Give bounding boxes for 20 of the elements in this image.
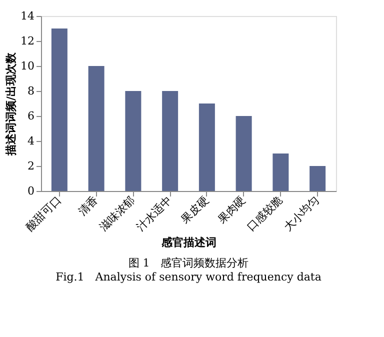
y-axis-title: 描述词词频/出现次数 — [4, 52, 18, 157]
y-tick-label: 14 — [20, 10, 34, 22]
x-axis-title: 感官描述词 — [160, 236, 216, 250]
text: 图 1 感官词频数据分析 — [128, 256, 249, 270]
y-tick-label: 8 — [28, 84, 34, 98]
y-tick-label: 10 — [20, 60, 34, 72]
bar — [310, 166, 326, 191]
x-tick-label: 果皮硬 — [178, 194, 212, 226]
y-tick-label: 4 — [28, 134, 34, 148]
bar — [272, 154, 289, 191]
bar — [51, 28, 68, 191]
y-tick-label: 6 — [28, 110, 34, 122]
text: Fig.1 Analysis of sensory word frequency data — [56, 270, 322, 284]
bar — [125, 91, 142, 191]
bar — [88, 66, 104, 191]
bar — [236, 116, 252, 191]
y-tick-label: 12 — [20, 34, 34, 48]
y-tick-label: 2 — [28, 160, 34, 172]
bar — [198, 104, 215, 191]
bar — [162, 91, 178, 191]
